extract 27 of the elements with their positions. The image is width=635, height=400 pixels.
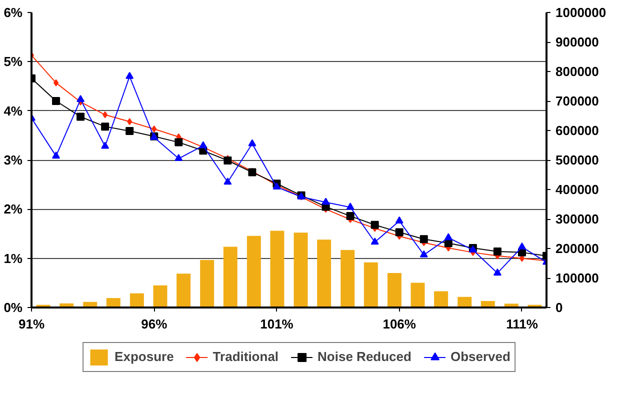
y2-tick-label: 600000 [556,123,599,138]
y2-tick-label: 0 [556,300,563,315]
y-tick-label: 6% [4,5,23,20]
legend-label: Exposure [114,349,174,364]
x-tick-label: 106% [382,316,416,332]
y2-tick-label: 500000 [556,152,599,168]
y-tick-label: 0% [4,300,23,315]
legend-label: Observed [450,349,510,364]
legend-label: Noise Reduced [318,349,412,364]
y-tick-label: 1% [4,250,23,266]
y2-tick-label: 900000 [556,34,599,50]
y2-tick-label: 800000 [556,64,599,79]
y-tick-label: 2% [4,202,23,217]
legend-label: Traditional [212,349,279,364]
y-tick-label: 3% [4,152,23,168]
y2-tick-label: 400000 [556,182,599,197]
x-tick-label: 91% [18,316,45,332]
y2-tick-label: 700000 [556,94,599,108]
y2-tick-label: 100000 [556,270,599,286]
x-tick-label: 111% [506,316,538,332]
y2-tick-label: 1000000 [556,5,606,20]
y-tick-label: 5% [4,54,23,70]
x-tick-label: 101% [260,316,294,332]
y2-tick-label: 300000 [556,212,599,226]
y-tick-label: 4% [4,103,23,118]
x-tick-label: 96% [141,316,168,332]
y2-tick-label: 200000 [556,241,599,256]
